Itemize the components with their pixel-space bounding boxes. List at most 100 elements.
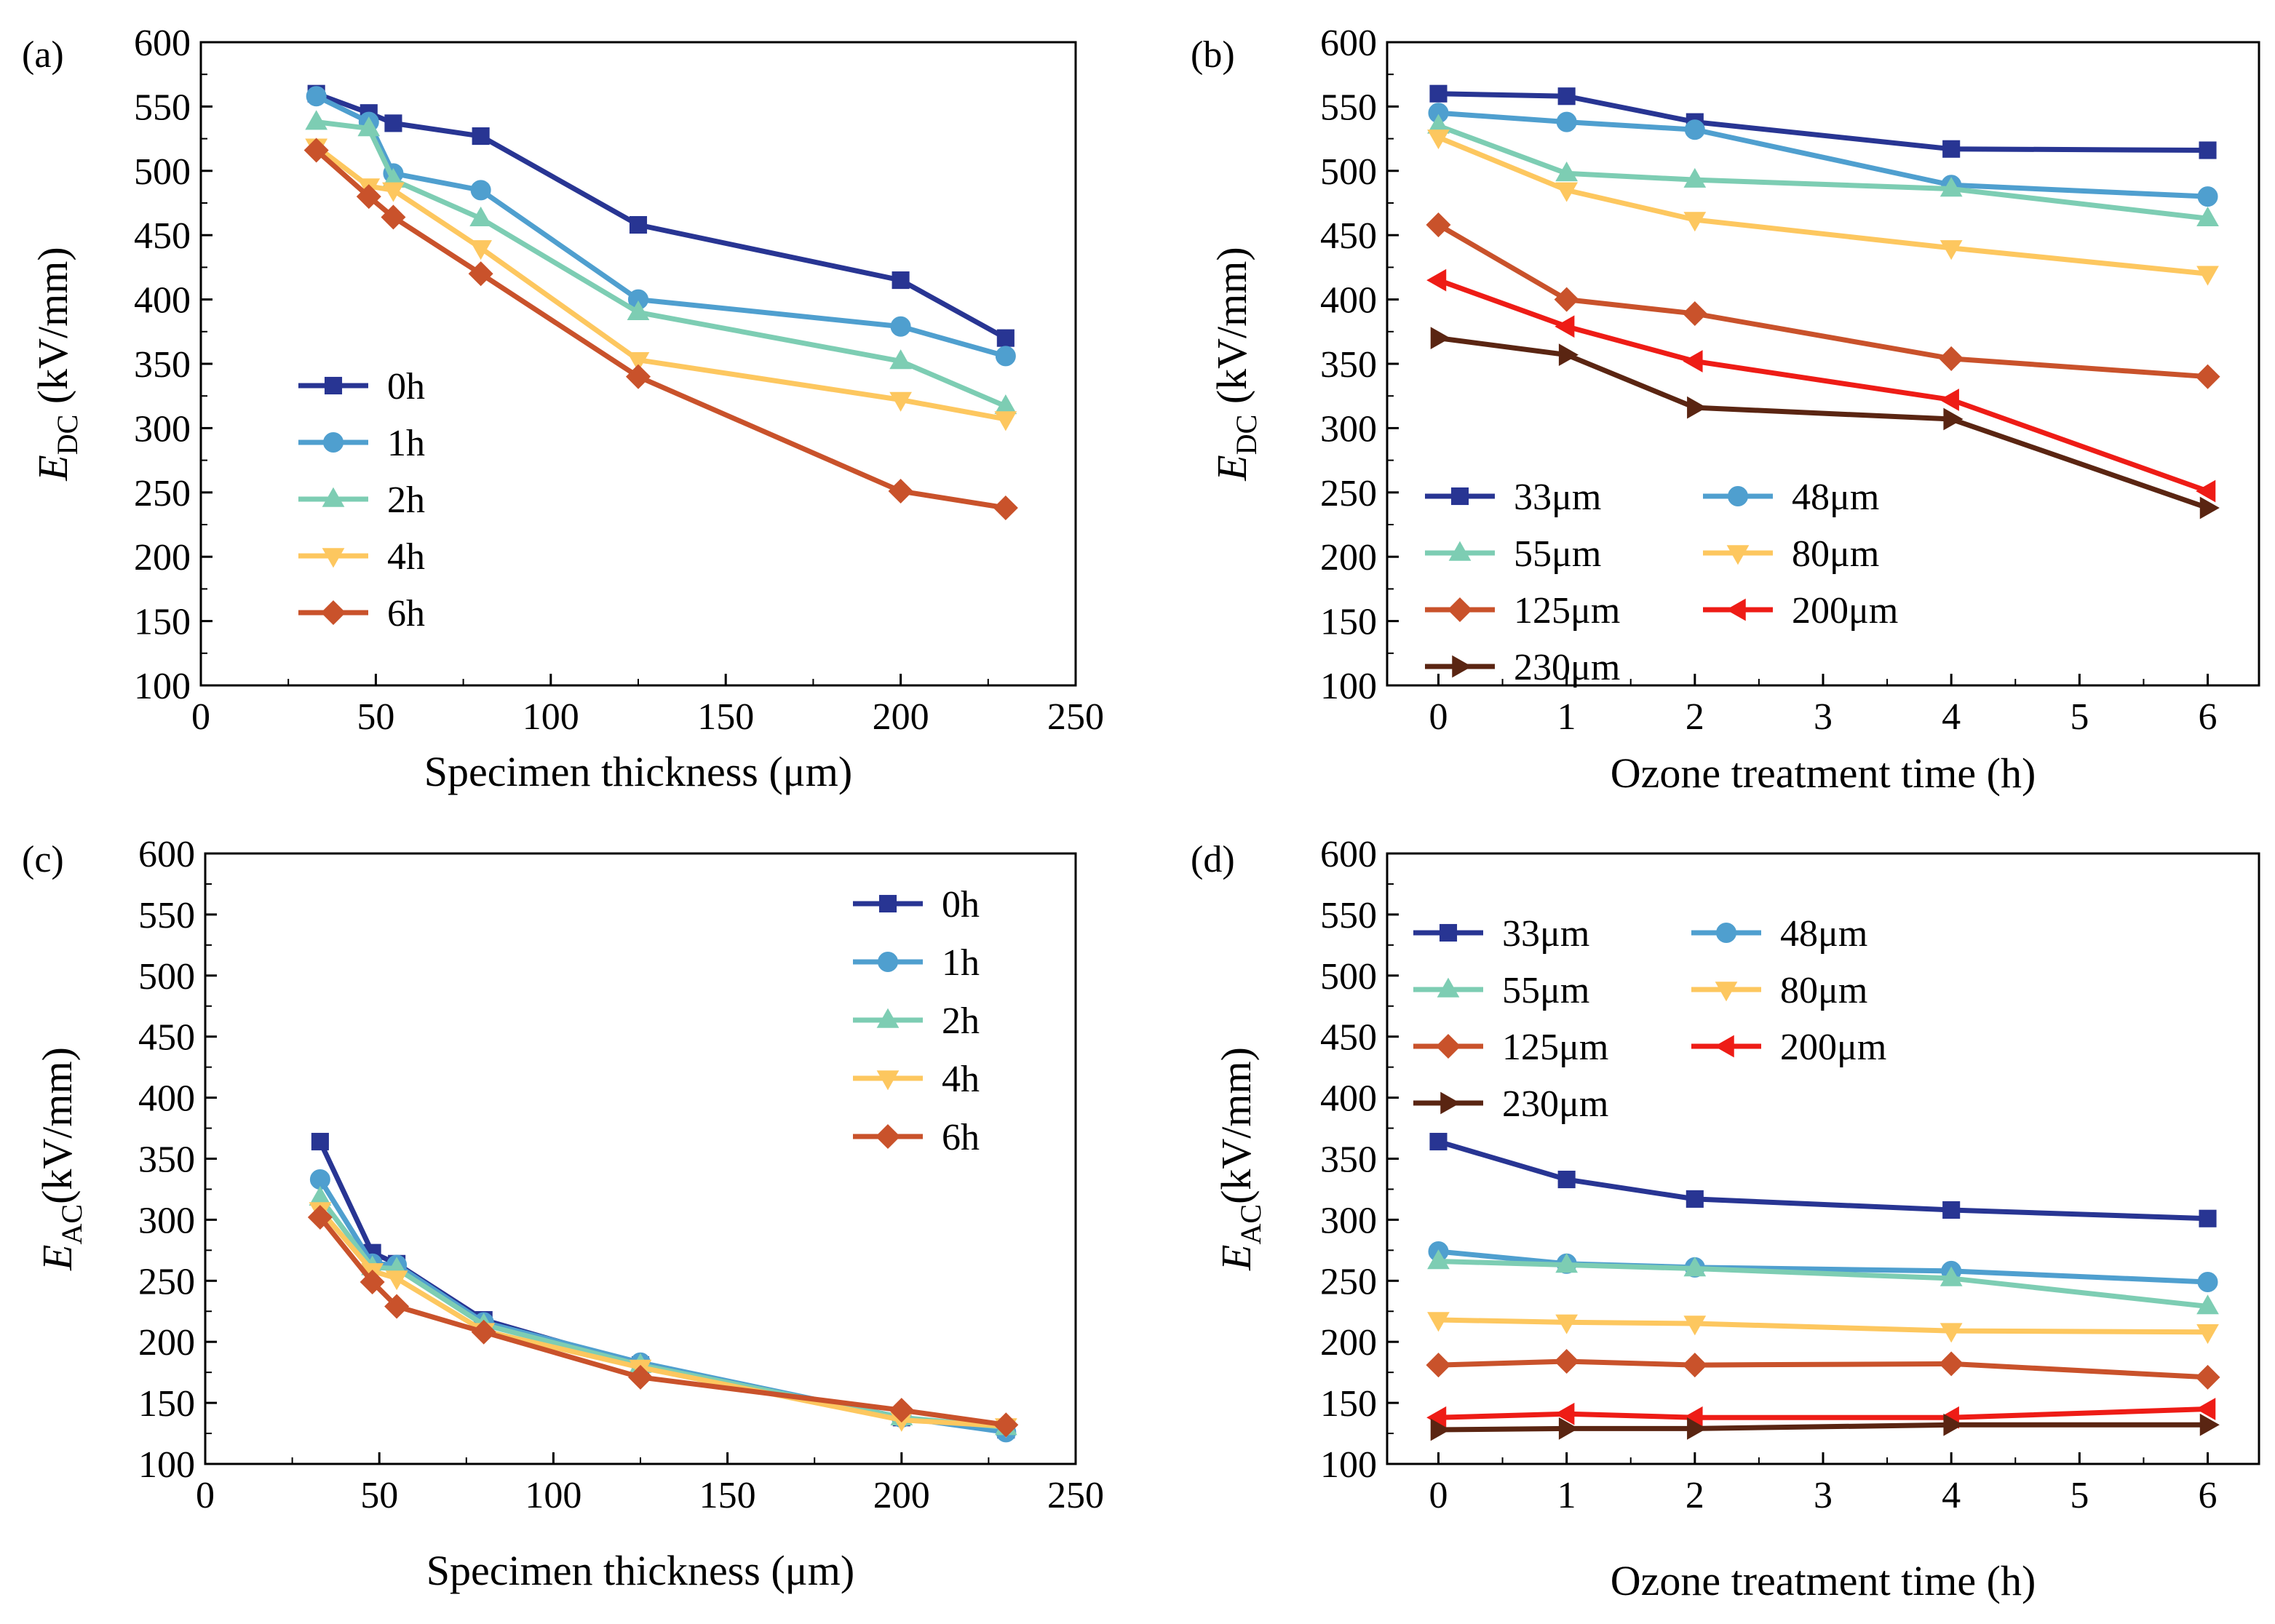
panel-label: (d): [1191, 839, 1235, 880]
legend-label: 80μm: [1792, 533, 1879, 575]
series-line: [1437, 123, 2208, 221]
data-point: [1429, 84, 1448, 103]
x-tick-label: 3: [1814, 1475, 1833, 1516]
legend-label: 33μm: [1502, 913, 1589, 955]
x-tick-label: 2: [1686, 1475, 1704, 1516]
data-point: [307, 1205, 333, 1230]
x-tick-label: 5: [2070, 1475, 2089, 1516]
legend-marker: [1439, 923, 1458, 942]
legend-item: 1h: [298, 423, 425, 464]
data-point: [1426, 212, 1451, 238]
y-tick-label: 250: [138, 1261, 195, 1302]
legend-marker: [323, 432, 344, 453]
legend-marker: [876, 1070, 900, 1091]
data-point: [1555, 315, 1575, 338]
legend-item: 55μm: [1425, 533, 1601, 575]
series-125μm: [1426, 212, 2220, 389]
data-point: [469, 206, 493, 226]
x-tick-label: 0: [1429, 1475, 1448, 1516]
legend-marker: [1728, 486, 1748, 506]
legend-label: 2h: [387, 479, 425, 521]
data-point: [2196, 1324, 2219, 1345]
legend-marker: [322, 487, 345, 507]
data-point: [2199, 1209, 2217, 1227]
data-point: [360, 1269, 385, 1294]
data-point: [311, 1132, 329, 1151]
y-tick-label: 550: [1320, 895, 1377, 936]
data-point: [2199, 141, 2217, 159]
data-point: [1430, 327, 1450, 350]
legend-item: 0h: [853, 884, 980, 926]
x-tick-label: 1: [1557, 696, 1576, 738]
data-point: [1556, 111, 1577, 132]
y-tick-label: 350: [1320, 344, 1377, 386]
data-point: [1558, 343, 1579, 366]
legend-marker: [1726, 545, 1750, 565]
legend-item: 48μm: [1691, 913, 1867, 955]
data-point: [2197, 1271, 2218, 1292]
legend-label: 1h: [387, 423, 425, 464]
data-point: [625, 364, 651, 389]
data-point: [2197, 186, 2218, 207]
legend-item: 125μm: [1413, 1027, 1608, 1068]
data-point: [1682, 1353, 1707, 1378]
y-axis-label: EDC (kV/mm): [29, 247, 84, 481]
data-point: [2196, 479, 2216, 503]
legend-item: 6h: [298, 593, 425, 634]
legend-marker: [1716, 923, 1736, 943]
x-tick-label: 1: [1557, 1475, 1576, 1516]
x-tick-label: 50: [360, 1475, 398, 1516]
data-point: [1943, 407, 1964, 431]
series-80μm: [1427, 130, 2219, 286]
data-point: [2196, 266, 2219, 286]
y-tick-label: 400: [138, 1078, 195, 1120]
y-tick-label: 200: [134, 537, 191, 578]
panel-label: (b): [1191, 34, 1235, 76]
data-point: [1427, 1249, 1450, 1270]
x-tick-label: 0: [191, 696, 210, 738]
data-point: [2196, 206, 2219, 226]
legend-item: 4h: [298, 536, 425, 578]
x-tick-label: 6: [2199, 696, 2218, 738]
legend-label: 80μm: [1780, 970, 1867, 1011]
legend-marker: [876, 1008, 900, 1028]
chart-panel-b: 100 150 200 250 300 350 400 450 500 550 600 0 1 2 3 4 5 6…: [1191, 23, 2260, 797]
series-1h: [309, 1169, 1017, 1443]
legend-label: 2h: [942, 1000, 980, 1042]
series-230μm: [1430, 1413, 2220, 1441]
data-point: [1555, 1314, 1579, 1334]
legend-label: 55μm: [1502, 970, 1589, 1011]
legend-marker: [1435, 1033, 1461, 1059]
legend-marker: [875, 1123, 901, 1150]
series-0h: [311, 1132, 1015, 1439]
chart-panel-d: 100 150 200 250 300 350 400 450 500 550 600 0 1 2 3 4 5 6…: [1191, 834, 2260, 1604]
legend-item: 200μm: [1703, 590, 1898, 632]
y-tick-label: 500: [1320, 956, 1377, 998]
series-line: [318, 1208, 1007, 1429]
data-point: [2196, 1294, 2219, 1315]
legend-marker: [1715, 982, 1738, 1002]
series-80μm: [1427, 1312, 2219, 1345]
legend-item: 230μm: [1425, 647, 1620, 688]
x-tick-label: 50: [357, 696, 394, 738]
y-tick-label: 300: [134, 408, 191, 450]
y-tick-label: 450: [1320, 1017, 1377, 1059]
legend-item: 33μm: [1413, 913, 1589, 955]
legend-label: 230μm: [1514, 647, 1620, 688]
legend-marker: [1714, 1035, 1734, 1058]
series-230μm: [1430, 327, 2220, 520]
x-axis-label: Ozone treatment time (h): [1611, 749, 2036, 797]
y-axis-label: EDC (kV/mm): [1208, 247, 1263, 481]
y-tick-label: 450: [1320, 215, 1377, 257]
legend-label: 4h: [942, 1059, 980, 1100]
legend: 33μm 48μm 55μm 80μm 125μm 200μm 230μm: [1413, 913, 1886, 1125]
data-point: [1555, 1402, 1575, 1425]
y-tick-label: 450: [138, 1017, 195, 1059]
data-point: [629, 216, 648, 234]
series-55μm: [1427, 114, 2219, 226]
data-point: [1939, 389, 1959, 411]
series-line: [1438, 1422, 2208, 1433]
legend: 0h 1h 2h 4h 6h: [298, 366, 425, 634]
legend-marker: [324, 376, 343, 395]
y-axis-label: EAC(kV/mm): [1212, 1047, 1267, 1271]
